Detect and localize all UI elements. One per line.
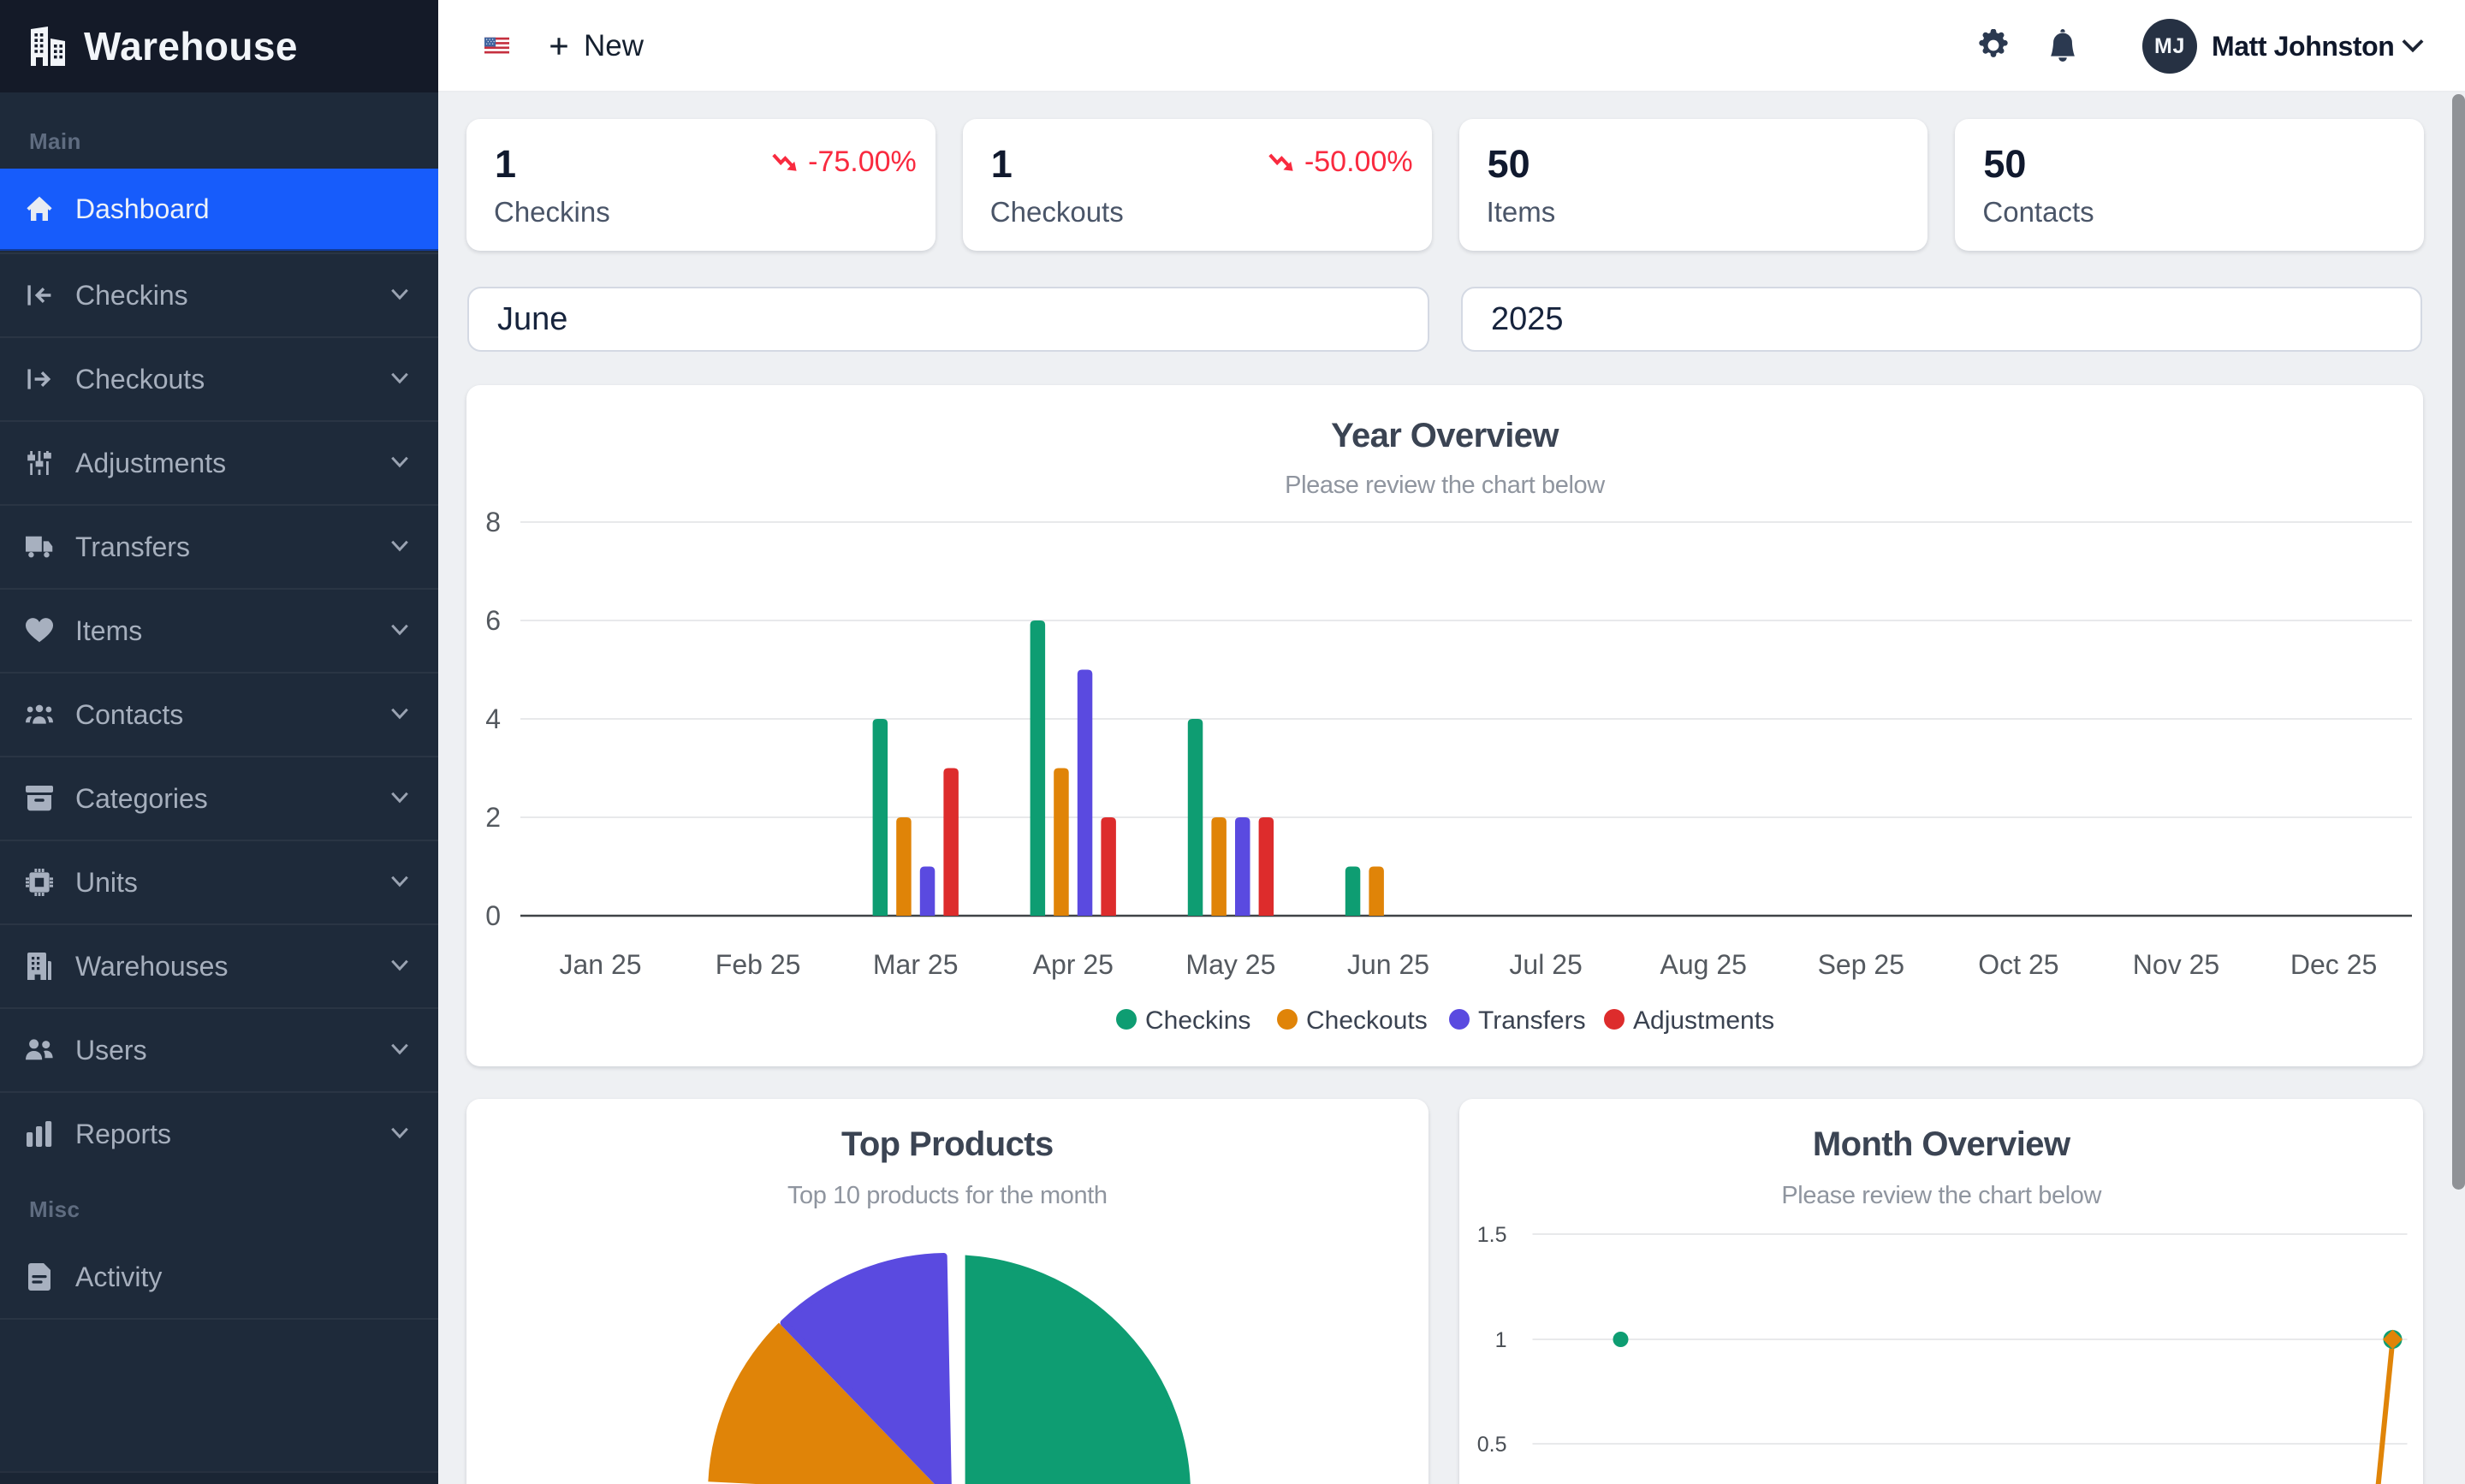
- svg-text:Transfers: Transfers: [1478, 1006, 1586, 1035]
- svg-text:Year Overview: Year Overview: [1331, 417, 1559, 454]
- svg-text:Sep 25: Sep 25: [1818, 949, 1904, 980]
- svg-text:Checkins: Checkins: [1145, 1006, 1250, 1035]
- svg-text:Month Overview: Month Overview: [1812, 1125, 2070, 1163]
- svg-text:Jan 25: Jan 25: [559, 949, 641, 980]
- svg-text:Nov 25: Nov 25: [2133, 949, 2219, 980]
- svg-text:Mar 25: Mar 25: [873, 949, 959, 980]
- svg-text:1.5: 1.5: [1476, 1223, 1506, 1247]
- svg-text:May 25: May 25: [1185, 949, 1275, 980]
- svg-text:Aug 25: Aug 25: [1660, 949, 1746, 980]
- svg-text:Oct 25: Oct 25: [1978, 949, 2058, 980]
- svg-text:2: 2: [485, 802, 501, 833]
- svg-text:Feb 25: Feb 25: [716, 949, 801, 980]
- svg-text:Please review the chart below: Please review the chart below: [1781, 1182, 2102, 1209]
- svg-text:4: 4: [485, 703, 501, 734]
- svg-text:1: 1: [1494, 1328, 1506, 1352]
- svg-text:Checkouts: Checkouts: [1306, 1006, 1428, 1035]
- svg-text:0: 0: [485, 900, 501, 931]
- svg-text:8: 8: [485, 507, 501, 537]
- svg-text:0.5: 0.5: [1476, 1433, 1506, 1457]
- svg-text:Jun 25: Jun 25: [1347, 949, 1429, 980]
- svg-text:Top 10 products for the month: Top 10 products for the month: [787, 1182, 1108, 1209]
- svg-text:Please review the chart below: Please review the chart below: [1285, 472, 1606, 499]
- svg-text:Top Products: Top Products: [841, 1125, 1054, 1163]
- svg-text:Apr 25: Apr 25: [1033, 949, 1114, 980]
- svg-text:6: 6: [485, 605, 501, 636]
- svg-text:Adjustments: Adjustments: [1633, 1006, 1774, 1035]
- svg-text:Jul 25: Jul 25: [1509, 949, 1582, 980]
- svg-text:Dec 25: Dec 25: [2290, 949, 2377, 980]
